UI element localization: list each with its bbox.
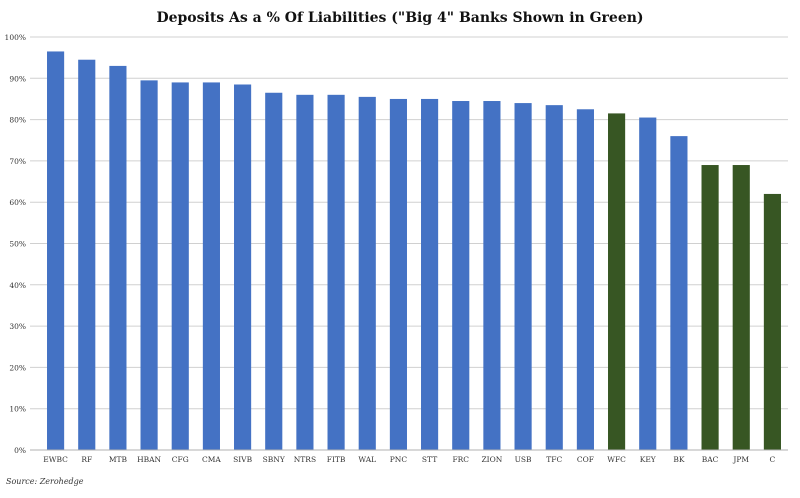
y-tick-label: 0% (14, 446, 26, 455)
x-category-label: FITB (327, 455, 346, 464)
x-category-label: HBAN (137, 455, 161, 464)
x-category-label: MTB (109, 455, 128, 464)
x-category-label: SBNY (263, 455, 286, 464)
bar-c (763, 193, 781, 450)
chart-title: Deposits As a % Of Liabilities ("Big 4" … (156, 10, 643, 26)
source-note: Source: Zerohedge (6, 477, 84, 486)
bar-rf (78, 59, 96, 451)
y-tick-label: 40% (9, 281, 26, 290)
x-category-label: WFC (607, 455, 626, 464)
bar-sivb (234, 84, 252, 451)
x-category-label: SIVB (233, 455, 253, 464)
bar-wal (358, 96, 376, 450)
x-category-label: STT (422, 455, 437, 464)
bar-stt (421, 98, 439, 450)
x-category-label: KEY (640, 455, 657, 464)
x-category-label: RF (81, 455, 92, 464)
bar-cma (202, 82, 220, 451)
x-category-label: COF (577, 455, 594, 464)
y-tick-label: 90% (9, 74, 26, 83)
y-tick-label: 50% (9, 240, 26, 249)
x-category-label: BAC (702, 455, 719, 464)
x-category-label: USB (515, 455, 532, 464)
bar-wfc (608, 113, 626, 450)
bar-cfg (171, 82, 189, 451)
y-tick-label: 10% (9, 405, 26, 414)
y-tick-label: 100% (5, 33, 26, 42)
bar-zion (483, 101, 501, 450)
y-tick-label: 60% (9, 198, 26, 207)
bar-fitb (327, 94, 345, 450)
x-category-label: CFG (172, 455, 189, 464)
x-category-label: CMA (202, 455, 221, 464)
x-category-label: WAL (358, 455, 376, 464)
x-category-label: ZION (481, 455, 502, 464)
bar-key (639, 117, 657, 450)
x-category-label: NTRS (294, 455, 316, 464)
y-tick-label: 20% (9, 363, 26, 372)
x-category-label: C (770, 455, 776, 464)
bar-pnc (389, 98, 407, 450)
bar-usb (514, 103, 532, 450)
bar-bac (701, 165, 719, 450)
y-tick-label: 30% (9, 322, 26, 331)
bar-frc (452, 101, 470, 450)
bar-mtb (109, 65, 127, 450)
bar-sbny (265, 92, 283, 450)
y-tick-label: 70% (9, 157, 26, 166)
bar-bk (670, 136, 688, 450)
x-category-label: PNC (390, 455, 408, 464)
x-category-label: TFC (546, 455, 562, 464)
x-category-label: JPM (732, 455, 749, 464)
y-axis-tick-labels: 0% 10% 20% 30% 40% 50% 60% 70% 80% 90% 100% (5, 33, 26, 455)
bar-ewbc (47, 51, 65, 450)
x-category-label: EWBC (43, 455, 68, 464)
bar-tfc (545, 105, 563, 451)
bar-ntrs (296, 94, 314, 450)
bar-hban (140, 80, 158, 451)
y-tick-label: 80% (9, 116, 26, 125)
bars (47, 51, 781, 451)
bar-jpm (732, 165, 750, 450)
x-category-label: BK (673, 455, 685, 464)
bar-cof (576, 109, 594, 451)
x-category-label: FRC (452, 455, 469, 464)
x-axis-category-labels: EWBC RF MTB HBAN CFG CMA SIVB SBNY NTRS FITB WAL PN… (43, 455, 775, 464)
